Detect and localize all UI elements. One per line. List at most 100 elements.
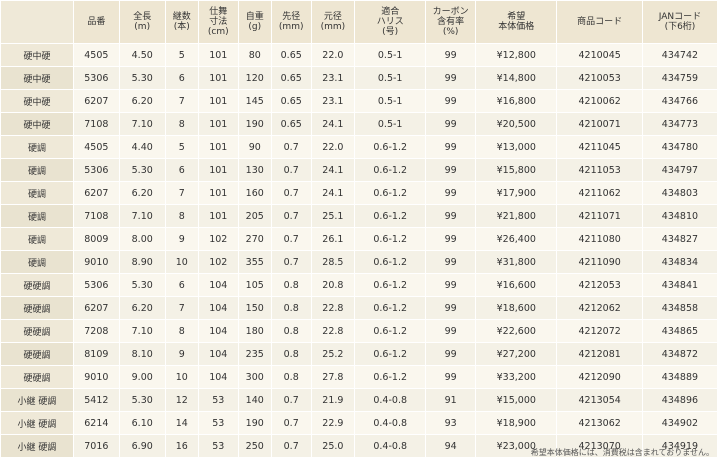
table-cell: 7208 <box>72 319 120 343</box>
table-cell: 9 <box>164 227 199 251</box>
table-cell: 6 <box>164 158 199 182</box>
table-cell: 0.6-1.2 <box>354 158 427 182</box>
model-type-cell: 小継 硬調 <box>0 388 74 412</box>
table-cell: 5412 <box>72 388 120 412</box>
table-cell: 0.7 <box>270 388 312 412</box>
header-cell-corner <box>0 0 74 44</box>
table-cell: 434766 <box>641 89 719 113</box>
table-cell: 8109 <box>72 342 120 366</box>
table-cell: 6.20 <box>118 296 166 320</box>
table-cell: 150 <box>237 296 272 320</box>
table-cell: 8 <box>164 204 199 228</box>
table-cell: 99 <box>425 181 477 205</box>
table-cell: 5.30 <box>118 273 166 297</box>
table-cell: 25.1 <box>310 204 356 228</box>
table-cell: 6207 <box>72 296 120 320</box>
table-cell: 99 <box>425 365 477 389</box>
table-cell: 99 <box>425 273 477 297</box>
table-cell: 7108 <box>72 204 120 228</box>
table-cell: 0.6-1.2 <box>354 250 427 274</box>
table-cell: 0.7 <box>270 434 312 458</box>
table-cell: 6 <box>164 66 199 90</box>
table-cell: ¥14,800 <box>475 66 558 90</box>
model-type-cell: 硬中硬 <box>0 89 74 113</box>
header-cell: 先径 (mm) <box>270 0 312 44</box>
table-cell: 23.1 <box>310 89 356 113</box>
model-type-cell: 硬調 <box>0 250 74 274</box>
table-cell: 5 <box>164 135 199 159</box>
table-cell: 0.7 <box>270 204 312 228</box>
table-cell: 25.2 <box>310 342 356 366</box>
table-cell: ¥16,800 <box>475 89 558 113</box>
table-cell: 27.8 <box>310 365 356 389</box>
table-cell: 7.10 <box>118 204 166 228</box>
table-cell: 53 <box>197 388 239 412</box>
table-cell: 6207 <box>72 181 120 205</box>
table-cell: 0.6-1.2 <box>354 135 427 159</box>
table-cell: 160 <box>237 181 272 205</box>
table-cell: 190 <box>237 411 272 435</box>
table-row: 硬中硬 6207 6.20 7 101 145 0.65 23.1 0.5-1 99 ¥16,800… <box>0 89 719 113</box>
table-cell: 101 <box>197 204 239 228</box>
table-cell: 26.1 <box>310 227 356 251</box>
table-cell: ¥33,200 <box>475 365 558 389</box>
table-cell: 4.40 <box>118 135 166 159</box>
table-cell: 6214 <box>72 411 120 435</box>
table-cell: 80 <box>237 43 272 67</box>
table-row: 小継 硬調 7016 6.90 16 53 250 0.7 25.0 0.4-0.8 94 ¥23,… <box>0 434 719 458</box>
table-cell: 101 <box>197 158 239 182</box>
table-cell: 8.10 <box>118 342 166 366</box>
table-cell: ¥26,400 <box>475 227 558 251</box>
table-cell: 4210045 <box>556 43 643 67</box>
table-cell: 434834 <box>641 250 719 274</box>
table-cell: 434773 <box>641 112 719 136</box>
table-row: 硬調 6207 6.20 7 101 160 0.7 24.1 0.6-1.2 99 ¥17,900… <box>0 181 719 205</box>
table-row: 硬硬調 9010 9.00 10 104 300 0.8 27.8 0.6-1.2 99 ¥33,2… <box>0 365 719 389</box>
table-cell: 102 <box>197 227 239 251</box>
table-cell: 434896 <box>641 388 719 412</box>
table-row: 硬調 5306 5.30 6 101 130 0.7 24.1 0.6-1.2 99 ¥15,800… <box>0 158 719 182</box>
table-cell: 14 <box>164 411 199 435</box>
table-cell: ¥16,600 <box>475 273 558 297</box>
table-cell: 300 <box>237 365 272 389</box>
table-cell: 0.65 <box>270 43 312 67</box>
table-cell: 0.8 <box>270 296 312 320</box>
table-cell: 235 <box>237 342 272 366</box>
table-cell: 190 <box>237 112 272 136</box>
table-cell: 22.0 <box>310 43 356 67</box>
table-cell: 130 <box>237 158 272 182</box>
table-cell: 0.6-1.2 <box>354 342 427 366</box>
model-type-cell: 硬硬調 <box>0 365 74 389</box>
header-cell: 仕舞 寸法 (cm) <box>197 0 239 44</box>
table-cell: 23.1 <box>310 66 356 90</box>
table-cell: 99 <box>425 89 477 113</box>
table-cell: 91 <box>425 388 477 412</box>
table-cell: 180 <box>237 319 272 343</box>
table-cell: 99 <box>425 66 477 90</box>
table-cell: ¥21,800 <box>475 204 558 228</box>
table-cell: 434889 <box>641 365 719 389</box>
table-cell: 6.10 <box>118 411 166 435</box>
table-cell: 7 <box>164 89 199 113</box>
table-cell: 7 <box>164 296 199 320</box>
table-cell: 5 <box>164 43 199 67</box>
table-cell: 4212053 <box>556 273 643 297</box>
table-cell: 5.30 <box>118 158 166 182</box>
table-cell: 10 <box>164 250 199 274</box>
table-cell: 20.8 <box>310 273 356 297</box>
table-cell: 8009 <box>72 227 120 251</box>
table-cell: ¥23,000 <box>475 434 558 458</box>
table-cell: 4213062 <box>556 411 643 435</box>
table-cell: ¥27,200 <box>475 342 558 366</box>
table-cell: 8.00 <box>118 227 166 251</box>
table-row: 硬硬調 8109 8.10 9 104 235 0.8 25.2 0.6-1.2 99 ¥27,20… <box>0 342 719 366</box>
table-cell: 434858 <box>641 296 719 320</box>
table-cell: 0.7 <box>270 158 312 182</box>
table-cell: 8.90 <box>118 250 166 274</box>
table-row: 硬調 4505 4.40 5 101 90 0.7 22.0 0.6-1.2 99 ¥13,000 4… <box>0 135 719 159</box>
table-cell: 21.9 <box>310 388 356 412</box>
table-cell: 4.50 <box>118 43 166 67</box>
model-type-cell: 小継 硬調 <box>0 411 74 435</box>
table-cell: 102 <box>197 250 239 274</box>
